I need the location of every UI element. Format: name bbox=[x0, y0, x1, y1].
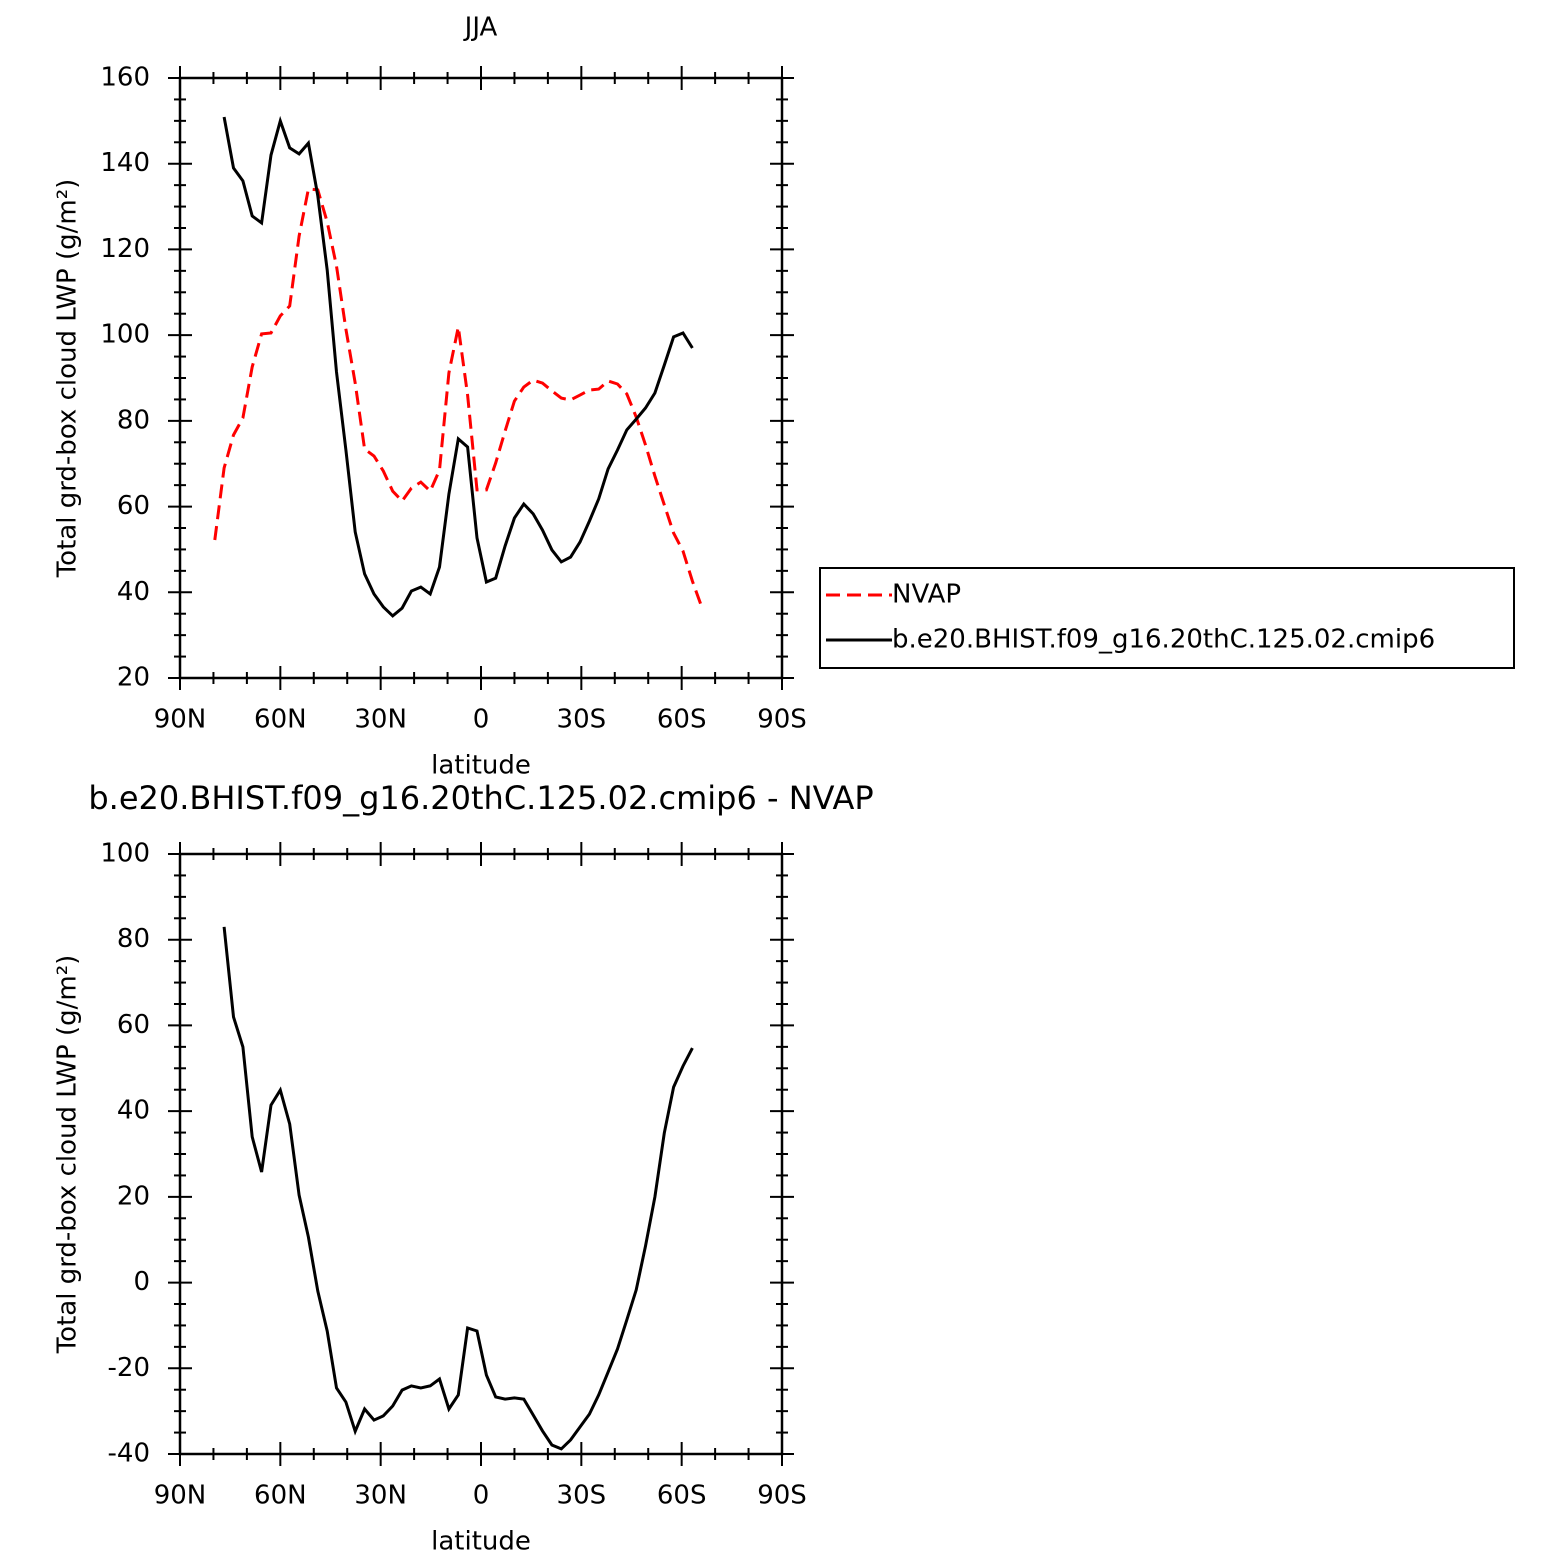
y-tick-label: -40 bbox=[108, 1439, 150, 1469]
y-tick-label: 0 bbox=[133, 1267, 150, 1297]
data-line bbox=[213, 187, 704, 608]
y-tick-label: 40 bbox=[117, 577, 150, 607]
data-line bbox=[222, 926, 694, 1451]
x-axis-label: latitude bbox=[431, 1527, 531, 1557]
y-tick-label: 140 bbox=[100, 148, 150, 178]
x-tick-label: 90S bbox=[757, 705, 807, 735]
x-tick-label: 60N bbox=[254, 1481, 307, 1511]
y-tick-label: 60 bbox=[117, 1010, 150, 1040]
chart-title: JJA bbox=[463, 13, 498, 43]
plot-frame bbox=[178, 852, 784, 1456]
x-tick-label: 60N bbox=[254, 705, 307, 735]
x-tick-label: 30S bbox=[557, 1481, 607, 1511]
y-axis-label: Total grd-box cloud LWP (g/m²) bbox=[53, 179, 83, 579]
y-tick-label: 20 bbox=[117, 1181, 150, 1211]
y-tick-label: 120 bbox=[100, 234, 150, 264]
y-tick-label: 60 bbox=[117, 491, 150, 521]
x-tick-label: 0 bbox=[473, 705, 490, 735]
data-line bbox=[222, 115, 694, 618]
x-tick-label: 60S bbox=[657, 1481, 707, 1511]
x-tick-label: 0 bbox=[473, 1481, 490, 1511]
x-tick-label: 90N bbox=[154, 705, 207, 735]
legend-box bbox=[819, 567, 1515, 669]
chart-title: b.e20.BHIST.f09_g16.20thC.125.02.cmip6 -… bbox=[88, 779, 873, 817]
x-tick-label: 60S bbox=[657, 705, 707, 735]
x-tick-label: 30S bbox=[557, 705, 607, 735]
y-tick-label: -20 bbox=[108, 1353, 150, 1383]
y-tick-label: 80 bbox=[117, 924, 150, 954]
x-axis-label: latitude bbox=[431, 751, 531, 781]
y-tick-label: 100 bbox=[100, 320, 150, 350]
y-tick-label: 160 bbox=[100, 63, 150, 93]
y-axis-label: Total grd-box cloud LWP (g/m²) bbox=[53, 955, 83, 1355]
x-tick-label: 30N bbox=[354, 705, 407, 735]
x-tick-label: 30N bbox=[354, 1481, 407, 1511]
y-tick-label: 100 bbox=[100, 839, 150, 869]
x-tick-label: 90N bbox=[154, 1481, 207, 1511]
x-tick-label: 90S bbox=[757, 1481, 807, 1511]
plot-frame bbox=[178, 76, 784, 680]
y-tick-label: 80 bbox=[117, 405, 150, 435]
y-tick-label: 20 bbox=[117, 663, 150, 693]
y-tick-label: 40 bbox=[117, 1096, 150, 1126]
legend-label: b.e20.BHIST.f09_g16.20thC.125.02.cmip6 bbox=[892, 625, 1435, 655]
legend-label: NVAP bbox=[892, 580, 961, 610]
